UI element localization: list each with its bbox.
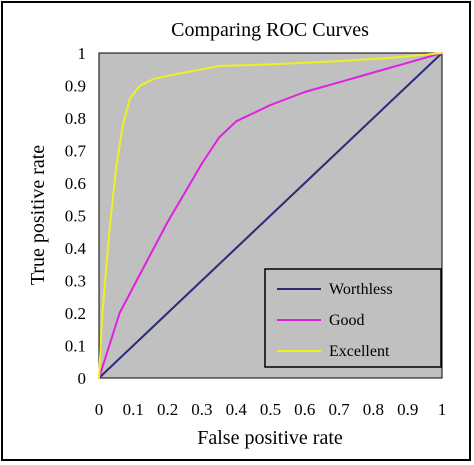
y-tick-label: 0.4 (65, 239, 87, 258)
x-tick-label: 0.1 (123, 400, 144, 419)
legend-label-excellent: Excellent (329, 343, 390, 360)
x-tick-label: 0.2 (157, 400, 178, 419)
y-tick-label: 0.3 (65, 272, 86, 291)
x-axis-title: False positive rate (197, 427, 343, 449)
y-tick-label: 0.6 (65, 174, 86, 193)
y-tick-label: 0.5 (65, 207, 86, 226)
x-tick-label: 0.7 (328, 400, 350, 419)
x-tick-label: 0 (95, 400, 104, 419)
x-tick-label: 0.9 (397, 400, 418, 419)
legend: Worthless Good Excellent (264, 268, 442, 368)
y-tick-label: 1 (78, 44, 87, 63)
chart-title: Comparing ROC Curves (171, 19, 369, 41)
y-tick-label: 0.7 (65, 142, 87, 161)
y-tick-label: 0 (78, 369, 87, 388)
series-line-worthless (98, 52, 443, 379)
series-line-good (98, 52, 443, 379)
x-tick-label: 0.3 (191, 400, 212, 419)
y-tick-label: 0.1 (65, 337, 86, 356)
x-tick-label: 0.6 (294, 400, 315, 419)
x-axis-ticks: 0 0.1 0.2 0.3 0.4 0.5 0.6 0.7 0.8 0.9 1 (95, 400, 447, 419)
y-tick-label: 0.9 (65, 77, 86, 96)
series-line-excellent (98, 52, 443, 379)
y-axis-ticks: 0 0.1 0.2 0.3 0.4 0.5 0.6 0.7 0.8 0.9 1 (65, 44, 87, 388)
x-tick-label: 1 (438, 400, 447, 419)
series-layer (98, 52, 443, 379)
y-tick-label: 0.8 (65, 109, 86, 128)
y-tick-label: 0.2 (65, 304, 86, 323)
roc-chart: Comparing ROC Curves 0 0.1 0.2 0.3 0.4 0.5 0.6… (27, 19, 447, 449)
legend-label-worthless: Worthless (329, 281, 393, 298)
legend-label-good: Good (329, 312, 365, 329)
y-axis-title: True positive rate (27, 145, 49, 285)
x-tick-label: 0.5 (260, 400, 281, 419)
x-tick-label: 0.8 (363, 400, 384, 419)
x-tick-label: 0.4 (226, 400, 248, 419)
